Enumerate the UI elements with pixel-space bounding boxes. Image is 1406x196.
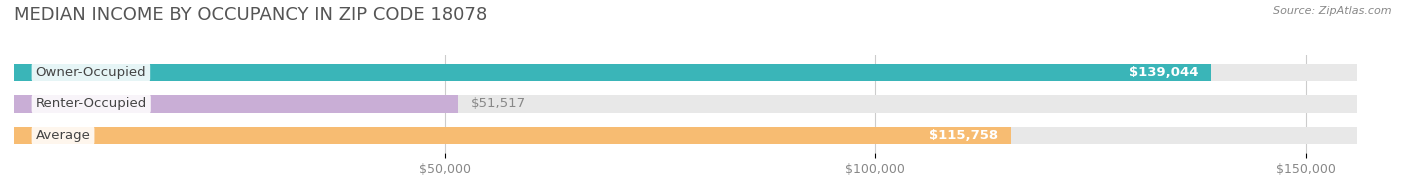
- Text: $115,758: $115,758: [929, 129, 998, 142]
- Bar: [14, 127, 1011, 144]
- Text: Renter-Occupied: Renter-Occupied: [35, 97, 146, 110]
- Bar: [14, 95, 458, 113]
- Bar: [14, 64, 1358, 81]
- Text: $139,044: $139,044: [1129, 66, 1198, 79]
- Text: Average: Average: [35, 129, 90, 142]
- Text: Source: ZipAtlas.com: Source: ZipAtlas.com: [1274, 6, 1392, 16]
- Bar: [14, 95, 1358, 113]
- Bar: [14, 64, 1212, 81]
- Bar: [14, 127, 1358, 144]
- Text: Owner-Occupied: Owner-Occupied: [35, 66, 146, 79]
- Text: MEDIAN INCOME BY OCCUPANCY IN ZIP CODE 18078: MEDIAN INCOME BY OCCUPANCY IN ZIP CODE 1…: [14, 6, 488, 24]
- Text: $51,517: $51,517: [471, 97, 526, 110]
